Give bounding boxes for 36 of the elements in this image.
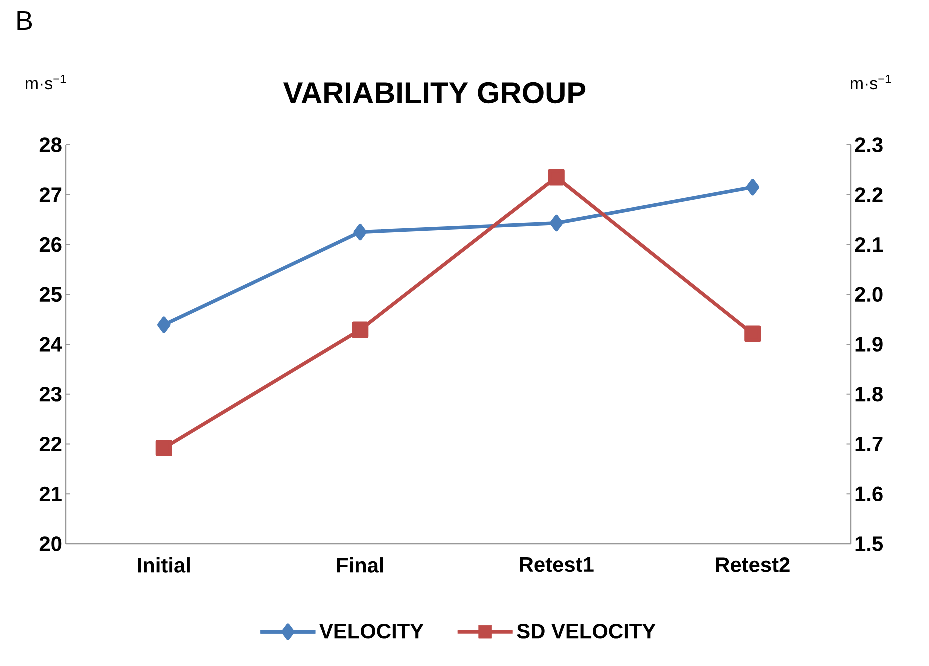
y-tick-label: 20 [40,536,62,552]
y-tick-label: 27 [40,188,62,202]
x-tick-label: Final [337,558,384,573]
y-tick-label: 22 [40,436,62,452]
legend-label: SD VELOCITY [517,624,656,639]
y2-tick-label: 2.0 [855,287,883,302]
y-tick-label: 23 [40,386,62,402]
point [157,316,171,334]
y-axis-title: m·s$^{−1}$ [26,75,66,90]
x-tick-label: Initial [138,558,190,573]
x-tick-label: Retest2 [716,558,790,572]
point [548,169,565,186]
y2-tick-label: 2.1 [855,237,884,252]
y2-tick-label: 1.9 [856,337,883,352]
y2-tick-label: 1.7 [856,437,883,452]
y2-tick-label: 1.6 [856,486,883,502]
y-tick-label: 25 [40,287,62,302]
y2-tick-label: 2.2 [855,188,883,202]
point [744,326,762,342]
y2-tick-label: 1.5 [856,536,884,552]
text: B [18,12,32,30]
y-tick-label: 26 [40,237,62,252]
y-tick-label: 28 [40,138,62,152]
point [352,322,369,338]
point [156,440,172,457]
point [354,224,368,241]
legend-label: VELOCITY [320,624,424,639]
chart-title: VARIABILITY GROUP [283,82,586,104]
x-tick-label: Retest1 [520,558,594,572]
y2-tick-label: 2.3 [855,138,883,152]
y-tick-label: 21 [40,486,62,502]
point [746,179,760,196]
point [550,215,564,232]
y2-axis-title: m·s$^{−1}$ [851,75,892,90]
y2-tick-label: 1.8 [856,386,883,402]
y-tick-label: 24 [40,337,62,352]
